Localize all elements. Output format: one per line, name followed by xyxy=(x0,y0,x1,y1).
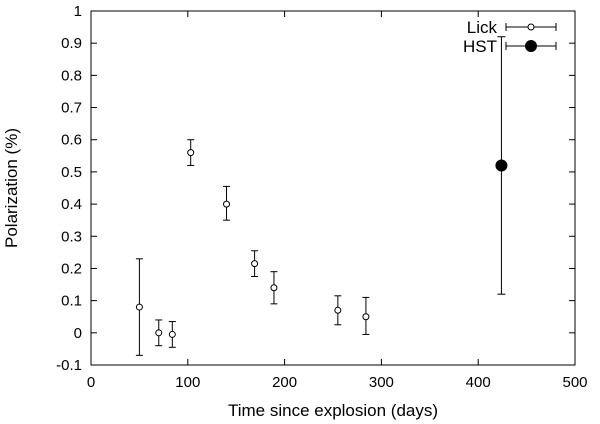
data-point-lick xyxy=(362,296,370,335)
legend-marker xyxy=(525,40,537,52)
x-tick-label: 100 xyxy=(175,374,200,391)
x-tick-label: 0 xyxy=(87,374,95,391)
y-tick-label: 1 xyxy=(74,3,82,20)
y-axis-title: Polarization (%) xyxy=(2,128,21,248)
y-tick-label: 0.6 xyxy=(61,132,82,149)
x-tick-label: 500 xyxy=(562,374,587,391)
y-tick-label: 0.8 xyxy=(61,67,82,84)
y-tick-label: 0.5 xyxy=(61,164,82,181)
x-tick-label: 400 xyxy=(466,374,491,391)
data-point-lick xyxy=(334,295,342,326)
marker xyxy=(251,260,259,268)
marker xyxy=(270,284,278,292)
data-point-lick xyxy=(168,321,176,348)
y-axis: -0.1 0 0.1 0.2 0.3 0.4 0.5 0.6 0.7 0.8 0.9 1 xyxy=(56,3,575,374)
data-points xyxy=(135,36,508,356)
y-tick-label: 0.4 xyxy=(61,196,82,213)
y-tick-label: 0 xyxy=(74,325,82,342)
data-point-hst xyxy=(495,36,508,295)
legend-label: Lick xyxy=(467,18,498,37)
y-tick-label: 0.3 xyxy=(61,228,82,245)
marker xyxy=(495,159,508,172)
marker xyxy=(223,200,231,208)
legend-entry-lick: Lick xyxy=(467,18,557,37)
data-point-lick xyxy=(223,185,231,221)
x-tick-label: 200 xyxy=(272,374,297,391)
x-tick-label: 300 xyxy=(369,374,394,391)
y-tick-label: 0.9 xyxy=(61,35,82,52)
x-axis: 0 100 200 300 400 500 xyxy=(87,11,588,391)
data-point-lick xyxy=(187,139,195,166)
data-point-lick xyxy=(155,319,163,347)
marker xyxy=(334,306,342,314)
legend-entry-hst: HST xyxy=(463,37,557,56)
y-tick-label: 0.1 xyxy=(61,293,82,310)
marker xyxy=(187,149,195,157)
marker xyxy=(362,313,370,321)
marker xyxy=(135,303,143,311)
y-tick-label: 0.7 xyxy=(61,100,82,117)
y-tick-label: 0.2 xyxy=(61,260,82,277)
marker xyxy=(155,329,163,337)
data-point-lick xyxy=(270,271,278,305)
y-tick-label: -0.1 xyxy=(56,357,82,374)
plot-frame xyxy=(90,10,576,366)
marker xyxy=(168,330,176,338)
data-point-lick xyxy=(251,250,259,277)
data-point-lick xyxy=(135,258,143,356)
legend-label: HST xyxy=(463,37,497,56)
x-axis-title: Time since explosion (days) xyxy=(228,401,438,420)
legend-marker xyxy=(527,23,535,31)
